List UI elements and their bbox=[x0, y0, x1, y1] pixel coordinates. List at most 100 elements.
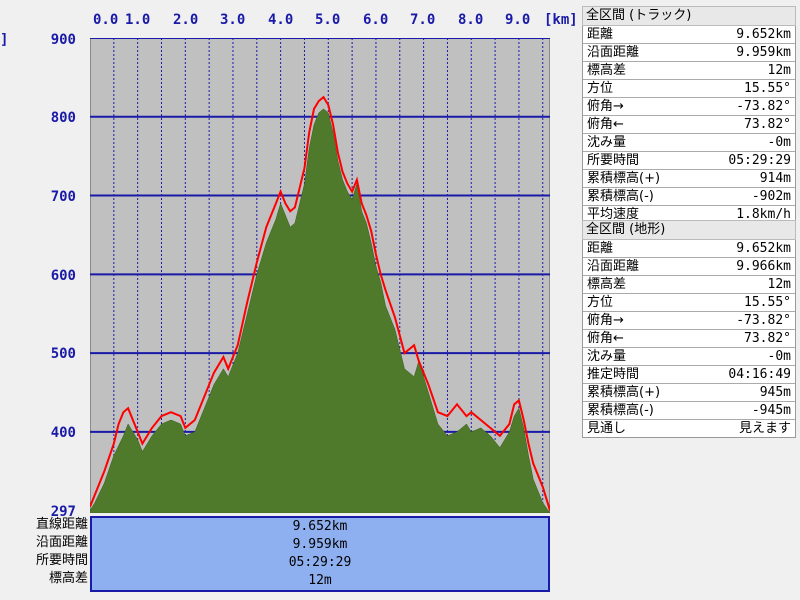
stat-label: 沿面距離 bbox=[587, 259, 640, 274]
y-tick-label: 297 bbox=[50, 504, 76, 520]
stat-label: 沿面距離 bbox=[587, 45, 640, 60]
stat-label: 沈み量 bbox=[587, 349, 627, 364]
stat-row: 所要時間 05:29:29 bbox=[583, 152, 795, 170]
track-panel-title: 全区間 (トラック) bbox=[582, 6, 796, 26]
x-tick-label: 6.0 bbox=[363, 12, 389, 28]
stat-label: 沈み量 bbox=[587, 135, 627, 150]
stat-row: 沿面距離 9.959km bbox=[583, 44, 795, 62]
stat-label: 累積標高(-) bbox=[587, 403, 654, 418]
terrain-stats-panel: 全区間 (地形) 距離 9.652km 沿面距離 9.966km 標高差 12m 方位 15.… bbox=[582, 220, 796, 438]
stat-value: -73.82° bbox=[736, 313, 791, 328]
stat-row: 距離 9.652km bbox=[583, 240, 795, 258]
stat-row: 沿面距離 9.966km bbox=[583, 258, 795, 276]
terrain-elevation-area bbox=[90, 108, 550, 513]
stat-value: 15.55° bbox=[744, 81, 791, 96]
y-tick-label: 500 bbox=[50, 346, 76, 362]
x-tick-label: 0.0 bbox=[93, 12, 119, 28]
stat-value: -902m bbox=[751, 189, 791, 204]
stat-label: 標高差 bbox=[587, 63, 627, 78]
y-tick-label: 800 bbox=[50, 110, 76, 126]
stat-label: 標高差 bbox=[587, 277, 627, 292]
stat-row: 平均速度 1.8km/h bbox=[583, 206, 795, 223]
stat-label: 方位 bbox=[587, 81, 614, 96]
stat-label: 俯角→ bbox=[587, 99, 624, 114]
stat-row: 方位 15.55° bbox=[583, 294, 795, 312]
x-tick-label: 7.0 bbox=[410, 12, 436, 28]
x-tick-label: 3.0 bbox=[220, 12, 246, 28]
summary-label-elevation-diff: 標高差 bbox=[48, 571, 88, 586]
stat-row: 俯角→ -73.82° bbox=[583, 98, 795, 116]
stat-row: 標高差 12m bbox=[583, 62, 795, 80]
stat-value: 914m bbox=[759, 171, 791, 186]
summary-value-elevation-diff: 12m bbox=[308, 573, 332, 588]
y-tick-label: 600 bbox=[50, 268, 76, 284]
stat-row: 見通し 見えます bbox=[583, 420, 795, 437]
stat-label: 累積標高(-) bbox=[587, 189, 654, 204]
stat-label: 累積標高(+) bbox=[587, 385, 661, 400]
stat-row: 推定時間 04:16:49 bbox=[583, 366, 795, 384]
y-tick-label: 700 bbox=[50, 189, 76, 205]
stat-value: 12m bbox=[767, 63, 791, 78]
stat-value: 04:16:49 bbox=[728, 367, 791, 382]
y-tick-label: 900 bbox=[50, 32, 76, 48]
stat-row: 累積標高(+) 945m bbox=[583, 384, 795, 402]
stat-value: 12m bbox=[767, 277, 791, 292]
stat-row: 沈み量 -0m bbox=[583, 348, 795, 366]
stat-value: -0m bbox=[767, 349, 791, 364]
summary-label-straight-distance: 直線距離 bbox=[35, 517, 88, 532]
stat-value: 945m bbox=[759, 385, 791, 400]
summary-label-surface-distance: 沿面距離 bbox=[35, 535, 88, 550]
stat-label: 方位 bbox=[587, 295, 614, 310]
stat-value: 73.82° bbox=[744, 331, 791, 346]
stat-value: -945m bbox=[751, 403, 791, 418]
track-stats-panel: 全区間 (トラック) 距離 9.652km 沿面距離 9.959km 標高差 12m 方位 1… bbox=[582, 6, 796, 224]
stat-value: 1.8km/h bbox=[736, 207, 791, 222]
x-tick-label: 8.0 bbox=[458, 12, 484, 28]
stat-row: 距離 9.652km bbox=[583, 26, 795, 44]
terrain-panel-title: 全区間 (地形) bbox=[582, 220, 796, 240]
stat-label: 見通し bbox=[587, 421, 627, 436]
stat-value: 9.652km bbox=[736, 241, 791, 256]
stat-label: 距離 bbox=[587, 241, 614, 256]
stat-value: 見えます bbox=[738, 421, 791, 436]
summary-value-straight-distance: 9.652km bbox=[292, 519, 348, 534]
x-tick-label: 9.0 bbox=[505, 12, 531, 28]
stat-row: 方位 15.55° bbox=[583, 80, 795, 98]
summary-labels: 直線距離 沿面距離 所要時間 標高差 bbox=[2, 516, 88, 588]
stat-label: 累積標高(+) bbox=[587, 171, 661, 186]
track-stats-table: 距離 9.652km 沿面距離 9.959km 標高差 12m 方位 15.55° 俯角→ -73… bbox=[582, 26, 796, 224]
y-axis-unit-bracket: ] bbox=[0, 32, 9, 48]
stat-label: 俯角← bbox=[587, 117, 624, 132]
elevation-profile-chart[interactable] bbox=[90, 38, 550, 513]
x-tick-label: 1.0 bbox=[125, 12, 151, 28]
stat-value: 73.82° bbox=[744, 117, 791, 132]
stat-label: 俯角→ bbox=[587, 313, 624, 328]
x-tick-label: 2.0 bbox=[173, 12, 199, 28]
stat-label: 距離 bbox=[587, 27, 614, 42]
stat-row: 標高差 12m bbox=[583, 276, 795, 294]
summary-value-surface-distance: 9.959km bbox=[292, 537, 348, 552]
summary-label-time: 所要時間 bbox=[35, 553, 88, 568]
stat-row: 俯角← 73.82° bbox=[583, 116, 795, 134]
x-tick-label: 4.0 bbox=[268, 12, 294, 28]
stat-row: 累積標高(+) 914m bbox=[583, 170, 795, 188]
x-tick-label: 5.0 bbox=[315, 12, 341, 28]
track-elevation-line bbox=[90, 95, 550, 511]
stat-value: 9.959km bbox=[736, 45, 791, 60]
stat-row: 累積標高(-) -945m bbox=[583, 402, 795, 420]
stat-row: 俯角→ -73.82° bbox=[583, 312, 795, 330]
stat-value: 05:29:29 bbox=[728, 153, 791, 168]
summary-value-time: 05:29:29 bbox=[288, 555, 352, 570]
stat-label: 平均速度 bbox=[587, 207, 640, 222]
stat-value: 15.55° bbox=[744, 295, 791, 310]
stat-value: -73.82° bbox=[736, 99, 791, 114]
stat-row: 累積標高(-) -902m bbox=[583, 188, 795, 206]
stat-row: 俯角← 73.82° bbox=[583, 330, 795, 348]
stat-row: 沈み量 -0m bbox=[583, 134, 795, 152]
stat-value: -0m bbox=[767, 135, 791, 150]
stat-label: 所要時間 bbox=[587, 153, 640, 168]
x-axis-unit-label: [km] bbox=[544, 12, 578, 28]
stat-value: 9.652km bbox=[736, 27, 791, 42]
y-tick-label: 400 bbox=[50, 425, 76, 441]
stat-value: 9.966km bbox=[736, 259, 791, 274]
